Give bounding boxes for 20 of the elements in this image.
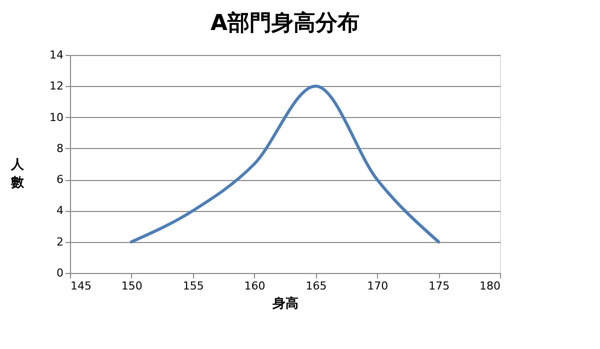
y-axis-title: 人數 <box>10 158 26 190</box>
y-tick-label: 12 <box>50 80 64 93</box>
x-tick-label: 155 <box>182 280 204 292</box>
line-series <box>130 84 440 244</box>
y-tick-label: 4 <box>56 204 64 218</box>
x-tick-label: 170 <box>367 280 388 292</box>
x-tick-label: 165 <box>306 280 327 292</box>
y-tick-label: 8 <box>56 142 64 155</box>
x-tick-label: 160 <box>244 280 266 292</box>
y-tick-label: 10 <box>50 110 64 124</box>
y-tick-label: 14 <box>50 48 64 62</box>
y-tick-label: 2 <box>56 235 64 248</box>
x-tick-label: 180 <box>480 280 500 292</box>
x-tick-label: 150 <box>121 280 142 292</box>
x-tick-label: 175 <box>428 280 450 292</box>
x-axis-title: 身高 <box>272 296 298 312</box>
y-tick-label: 0 <box>56 266 64 280</box>
y-tick-label: 6 <box>56 173 64 186</box>
chart-title: A部門身高分布 <box>210 10 360 36</box>
x-tick-label: 145 <box>70 280 92 292</box>
